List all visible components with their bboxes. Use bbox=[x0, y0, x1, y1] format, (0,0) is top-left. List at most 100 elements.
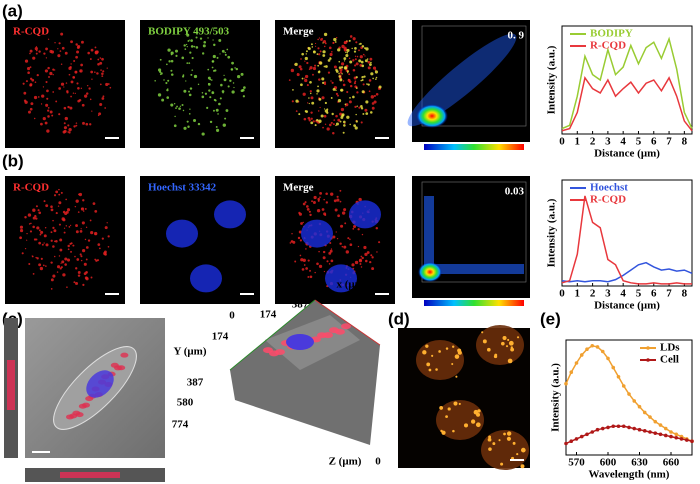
dot bbox=[175, 49, 178, 53]
dot bbox=[361, 64, 365, 68]
dot bbox=[52, 245, 55, 248]
dot bbox=[298, 212, 302, 216]
dot bbox=[179, 105, 182, 107]
dot bbox=[331, 112, 334, 116]
dot bbox=[97, 62, 100, 66]
dot bbox=[73, 59, 76, 63]
dot bbox=[305, 50, 308, 53]
dot bbox=[355, 120, 358, 123]
ld bbox=[500, 462, 504, 466]
dot bbox=[70, 63, 72, 65]
dot bbox=[240, 72, 244, 76]
ld bbox=[510, 346, 513, 349]
dot bbox=[38, 229, 41, 232]
dot bbox=[191, 69, 194, 71]
micrograph bbox=[275, 20, 395, 148]
ld bbox=[501, 341, 505, 346]
dot bbox=[80, 228, 82, 230]
dot bbox=[361, 79, 364, 82]
tick-label: 774 bbox=[362, 294, 379, 306]
dot bbox=[94, 233, 97, 236]
dot bbox=[85, 277, 89, 281]
ld bbox=[510, 347, 515, 352]
dot bbox=[358, 197, 362, 202]
dot bbox=[54, 42, 56, 44]
dot bbox=[184, 48, 187, 50]
dot bbox=[43, 234, 47, 238]
dot bbox=[29, 83, 33, 87]
dot bbox=[29, 52, 31, 55]
dot bbox=[211, 60, 215, 63]
dot bbox=[63, 86, 65, 88]
dot bbox=[305, 110, 309, 113]
dot bbox=[44, 69, 48, 73]
dot bbox=[322, 50, 326, 54]
x-tick-label: 0 bbox=[559, 136, 565, 148]
dot bbox=[57, 54, 61, 58]
marker bbox=[564, 441, 568, 446]
ld-3d bbox=[335, 328, 345, 335]
dot bbox=[52, 274, 56, 278]
nucleus bbox=[166, 219, 198, 248]
dot bbox=[106, 222, 108, 224]
dot bbox=[183, 44, 186, 47]
dot bbox=[370, 254, 373, 257]
dot bbox=[299, 239, 302, 242]
dot bbox=[353, 124, 356, 128]
dot bbox=[307, 102, 309, 104]
dot bbox=[373, 94, 376, 98]
dot bbox=[336, 195, 339, 198]
dot bbox=[75, 43, 78, 46]
dot bbox=[316, 93, 318, 95]
dot bbox=[335, 36, 338, 39]
dot bbox=[186, 120, 189, 123]
dot bbox=[318, 250, 320, 253]
dot bbox=[360, 79, 363, 82]
ld bbox=[117, 365, 126, 371]
dot bbox=[75, 70, 78, 73]
dot bbox=[304, 201, 307, 204]
dot bbox=[344, 222, 347, 225]
dot bbox=[27, 110, 31, 114]
dot bbox=[323, 270, 326, 273]
dot bbox=[170, 103, 174, 107]
dot bbox=[297, 73, 299, 75]
marker bbox=[606, 356, 610, 361]
dot bbox=[368, 90, 371, 93]
dot bbox=[304, 56, 308, 61]
dot bbox=[345, 250, 349, 254]
dot bbox=[321, 96, 325, 100]
dot bbox=[304, 60, 306, 62]
axis-label: Z (μm) bbox=[329, 456, 362, 468]
dot bbox=[58, 87, 62, 90]
dot bbox=[55, 212, 58, 215]
dot bbox=[334, 208, 338, 212]
dot bbox=[309, 213, 312, 217]
dot bbox=[104, 253, 107, 256]
dot bbox=[85, 122, 89, 126]
dot bbox=[332, 132, 335, 135]
dot bbox=[370, 95, 375, 99]
dot bbox=[99, 103, 103, 107]
ld bbox=[482, 339, 487, 344]
dot bbox=[207, 83, 211, 86]
dot bbox=[188, 93, 192, 97]
dot bbox=[55, 100, 58, 103]
dot bbox=[348, 73, 351, 76]
dot bbox=[215, 125, 218, 128]
dot bbox=[65, 225, 68, 227]
dot bbox=[204, 92, 208, 95]
dot bbox=[26, 239, 28, 241]
marker bbox=[600, 349, 605, 354]
dot bbox=[41, 243, 44, 246]
dot bbox=[302, 221, 304, 224]
marker bbox=[569, 370, 574, 375]
dot bbox=[45, 57, 48, 59]
dot bbox=[323, 65, 326, 68]
dot bbox=[74, 255, 76, 258]
marker bbox=[663, 433, 668, 438]
dot bbox=[38, 50, 41, 53]
dot bbox=[333, 199, 337, 203]
series-line bbox=[561, 261, 693, 283]
